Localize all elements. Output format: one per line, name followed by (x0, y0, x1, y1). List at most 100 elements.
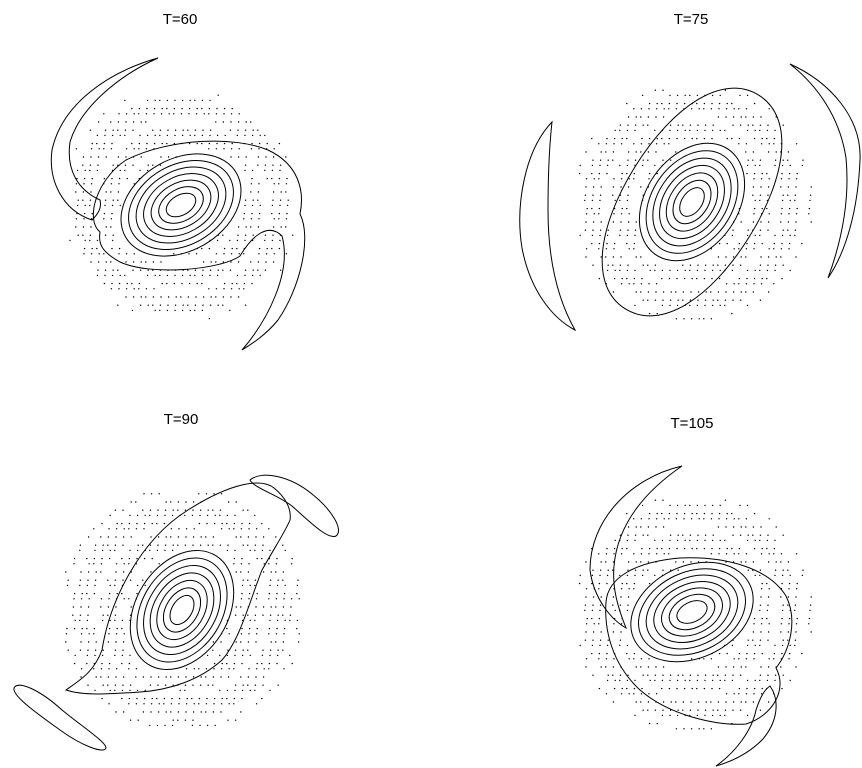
field-dot (254, 549, 256, 552)
field-dot (272, 226, 275, 228)
field-dot (100, 563, 103, 565)
field-dot (782, 229, 784, 231)
field-dot (739, 674, 742, 676)
field-dot (585, 178, 588, 180)
field-dot (241, 627, 243, 630)
field-dot (158, 563, 160, 565)
dotted-field (65, 493, 300, 727)
field-dot (733, 693, 735, 695)
field-dot (258, 142, 261, 145)
field-dot (191, 697, 193, 700)
field-dot (108, 592, 111, 595)
field-dot (766, 277, 768, 280)
field-dot (143, 557, 146, 560)
field-dot (648, 102, 651, 105)
field-dot (697, 291, 700, 293)
field-dot (711, 129, 714, 132)
field-dot (157, 536, 160, 538)
field-dot (626, 102, 628, 105)
field-dot (144, 584, 146, 587)
field-dot (745, 658, 748, 660)
field-dot (788, 588, 790, 590)
field-dot (738, 248, 740, 250)
field-dot (775, 526, 777, 528)
field-dot (711, 102, 713, 105)
field-dot (184, 544, 187, 546)
field-dot (112, 164, 114, 166)
field-dot (79, 549, 81, 552)
field-dot (683, 547, 686, 550)
field-dot (731, 512, 733, 515)
field-dot (683, 687, 686, 690)
core-contour-ring (156, 579, 208, 641)
field-dot (725, 283, 728, 285)
field-dot (626, 512, 628, 515)
field-dot (291, 662, 293, 665)
field-dot (122, 676, 125, 678)
field-dot (139, 269, 142, 271)
field-dot (202, 129, 204, 131)
field-dot (647, 709, 649, 711)
field-dot (760, 256, 762, 258)
field-dot (712, 534, 714, 536)
field-dot (768, 658, 770, 660)
field-dot (256, 592, 258, 595)
field-dot (110, 226, 112, 228)
field-dot (663, 143, 665, 145)
field-dot (67, 579, 69, 581)
field-dot (255, 633, 258, 635)
field-dot (745, 248, 748, 250)
field-dot (704, 124, 707, 126)
field-dot (760, 623, 763, 625)
field-dot (285, 183, 288, 185)
field-dot (88, 563, 90, 565)
core-contour-ring (665, 172, 719, 232)
field-dot (206, 724, 209, 727)
field-dot (796, 207, 798, 210)
field-dot (739, 504, 741, 507)
field-dot (668, 137, 671, 140)
field-dot (255, 676, 257, 678)
field-dot (719, 539, 721, 542)
field-dot (662, 526, 665, 528)
field-dot (233, 697, 236, 700)
field-dot (747, 569, 749, 571)
field-dot (87, 614, 89, 616)
field-dot (108, 662, 111, 665)
field-dot (752, 561, 755, 563)
field-dot (235, 641, 237, 643)
field-dot (172, 684, 174, 686)
field-dot (223, 282, 226, 285)
field-dot (276, 619, 279, 622)
field-dot (212, 544, 214, 546)
field-dot (619, 639, 622, 641)
field-dot (689, 299, 692, 301)
field-dot (291, 557, 293, 560)
field-dot (108, 627, 111, 630)
field-dot (669, 124, 672, 126)
field-dot (242, 509, 244, 511)
field-dot (128, 697, 131, 700)
field-dot (220, 668, 223, 670)
field-dot (217, 304, 219, 306)
field-dot (633, 553, 635, 555)
field-dot (620, 143, 623, 145)
field-dot (612, 159, 614, 161)
field-dot (258, 183, 260, 185)
field-dot (773, 547, 776, 550)
field-dot (121, 697, 123, 700)
field-dot (627, 674, 629, 676)
field-dot (774, 679, 776, 682)
field-dot (111, 177, 113, 180)
field-dot (128, 668, 130, 670)
field-dot (69, 239, 71, 242)
field-dot (269, 584, 271, 587)
field-dot (210, 261, 212, 263)
field-dot (91, 142, 93, 145)
field-dot (271, 177, 273, 180)
field-dot (766, 547, 768, 550)
field-dot (262, 676, 265, 678)
field-dot (202, 269, 204, 271)
field-dot (647, 116, 650, 118)
field-dot (585, 186, 587, 188)
